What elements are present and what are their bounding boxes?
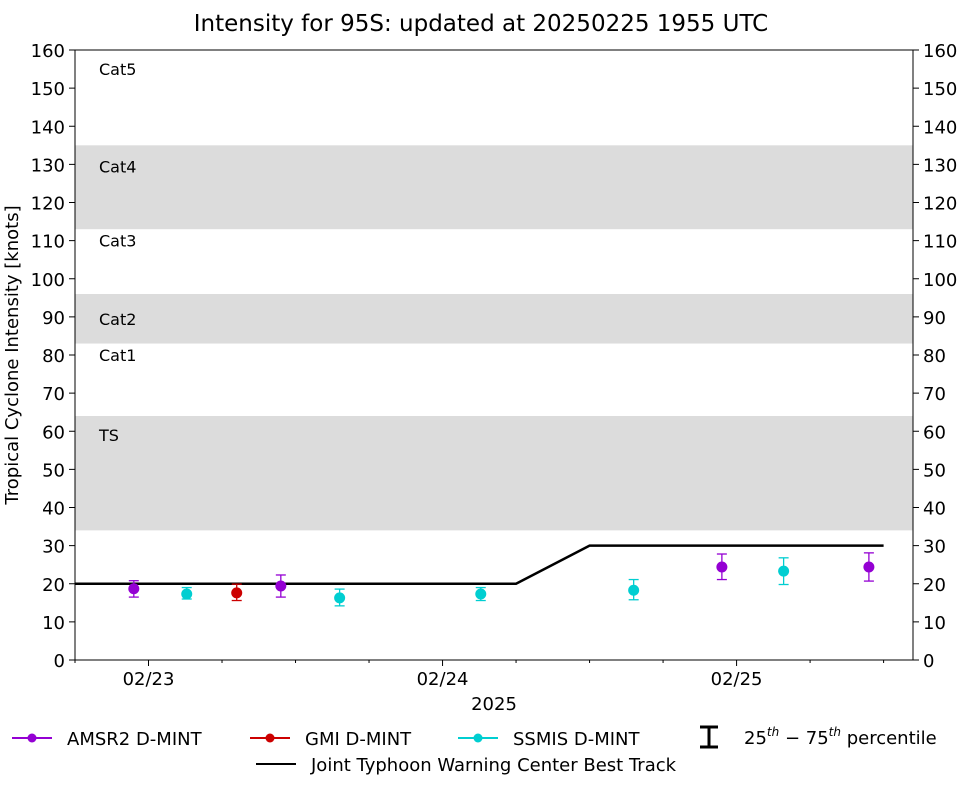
point-gmi (231, 587, 243, 599)
point-ssmis (334, 592, 346, 604)
y-tick-label-right: 130 (923, 155, 957, 176)
y-tick-label-right: 40 (923, 499, 946, 520)
y-tick-label-right: 90 (923, 308, 946, 329)
y-tick-label-left: 70 (42, 384, 65, 405)
percentile-base: 25 (744, 728, 767, 749)
y-tick-label-left: 30 (42, 537, 65, 558)
x-tick-label: 02/25 (711, 669, 763, 690)
y-tick-label-right: 120 (923, 194, 957, 215)
percentile-sup-1: th (767, 725, 779, 739)
y-tick-label-right: 110 (923, 232, 957, 253)
best-track-layer (75, 544, 884, 585)
legend-marker-gmi (265, 733, 275, 743)
y-tick-label-right: 80 (923, 346, 946, 367)
legend-label-percentile: 25th − 75th percentile (744, 725, 937, 749)
y-tick-label-left: 100 (31, 270, 65, 291)
point-ssmis (628, 584, 640, 596)
y-tick-label-left: 150 (31, 79, 65, 100)
legend: AMSR2 D-MINT GMI D-MINT SSMIS D-MINT 25t… (12, 725, 937, 776)
y-tick-label-right: 60 (923, 422, 946, 443)
percentile-errorbar-icon (700, 725, 718, 749)
legend-item-percentile: 25th − 75th percentile (700, 725, 937, 749)
legend-marker-amsr2 (27, 733, 37, 743)
band-cat2 (75, 294, 913, 344)
y-tick-label-left: 0 (54, 651, 65, 672)
point-ssmis (181, 588, 193, 600)
point-ssmis (475, 588, 487, 600)
best-track-line (75, 544, 884, 585)
y-tick-label-right: 70 (923, 384, 946, 405)
y-tick-label-right: 140 (923, 117, 957, 138)
y-tick-label-right: 160 (923, 41, 957, 62)
y-axis-label: Tropical Cyclone Intensity [knots] (2, 205, 23, 505)
legend-label-best-track: Joint Typhoon Warning Center Best Track (310, 755, 677, 776)
band-label-ts: TS (98, 426, 119, 445)
legend-item-amsr2: AMSR2 D-MINT (12, 729, 203, 750)
axis-ticks: 0 0 10 10 20 20 30 30 40 40 50 50 60 60 70 70 80 80 90 90 10… (31, 41, 958, 690)
band-label-cat4: Cat4 (99, 157, 136, 176)
y-tick-label-left: 160 (31, 41, 65, 62)
point-amsr2 (275, 580, 287, 592)
y-tick-label-left: 40 (42, 499, 65, 520)
y-tick-label-right: 100 (923, 270, 957, 291)
legend-item-best-track: Joint Typhoon Warning Center Best Track (256, 755, 677, 776)
y-tick-label-right: 0 (923, 651, 934, 672)
y-tick-label-right: 10 (923, 613, 946, 634)
y-tick-label-left: 80 (42, 346, 65, 367)
y-tick-label-right: 30 (923, 537, 946, 558)
category-bands: TS Cat1 Cat2 Cat3 Cat4 Cat5 (75, 60, 913, 531)
x-tick-label: 02/23 (123, 669, 175, 690)
point-amsr2 (716, 561, 728, 573)
band-label-cat3: Cat3 (99, 232, 136, 251)
y-tick-label-left: 120 (31, 194, 65, 215)
band-label-cat5: Cat5 (99, 60, 136, 79)
legend-label-amsr2: AMSR2 D-MINT (67, 729, 203, 750)
band-label-cat2: Cat2 (99, 310, 136, 329)
chart-title: Intensity for 95S: updated at 20250225 1… (194, 11, 768, 37)
y-tick-label-left: 60 (42, 422, 65, 443)
percentile-sup-2: th (829, 725, 841, 739)
legend-item-gmi: GMI D-MINT (250, 729, 412, 750)
point-ssmis (778, 565, 790, 577)
plot-frame (74, 49, 914, 661)
point-amsr2 (863, 561, 875, 573)
legend-marker-ssmis (473, 733, 483, 743)
y-tick-label-right: 50 (923, 460, 946, 481)
percentile-mid: − 75 (779, 728, 828, 749)
y-tick-label-left: 20 (42, 575, 65, 596)
point-amsr2 (128, 583, 140, 595)
x-tick-label: 02/24 (417, 669, 469, 690)
y-tick-label-left: 130 (31, 155, 65, 176)
legend-label-gmi: GMI D-MINT (305, 729, 412, 750)
legend-label-ssmis: SSMIS D-MINT (513, 729, 640, 750)
series-layer (128, 552, 875, 607)
x-axis-label: 2025 (471, 694, 517, 715)
y-tick-label-left: 110 (31, 232, 65, 253)
band-cat4 (75, 145, 913, 230)
band-ts (75, 416, 913, 531)
y-tick-label-left: 90 (42, 308, 65, 329)
y-tick-label-left: 50 (42, 460, 65, 481)
y-tick-label-right: 20 (923, 575, 946, 596)
legend-item-ssmis: SSMIS D-MINT (458, 729, 640, 750)
y-tick-label-left: 140 (31, 117, 65, 138)
y-tick-label-right: 150 (923, 79, 957, 100)
band-label-cat1: Cat1 (99, 346, 136, 365)
percentile-tail: percentile (841, 728, 937, 749)
y-tick-label-left: 10 (42, 613, 65, 634)
